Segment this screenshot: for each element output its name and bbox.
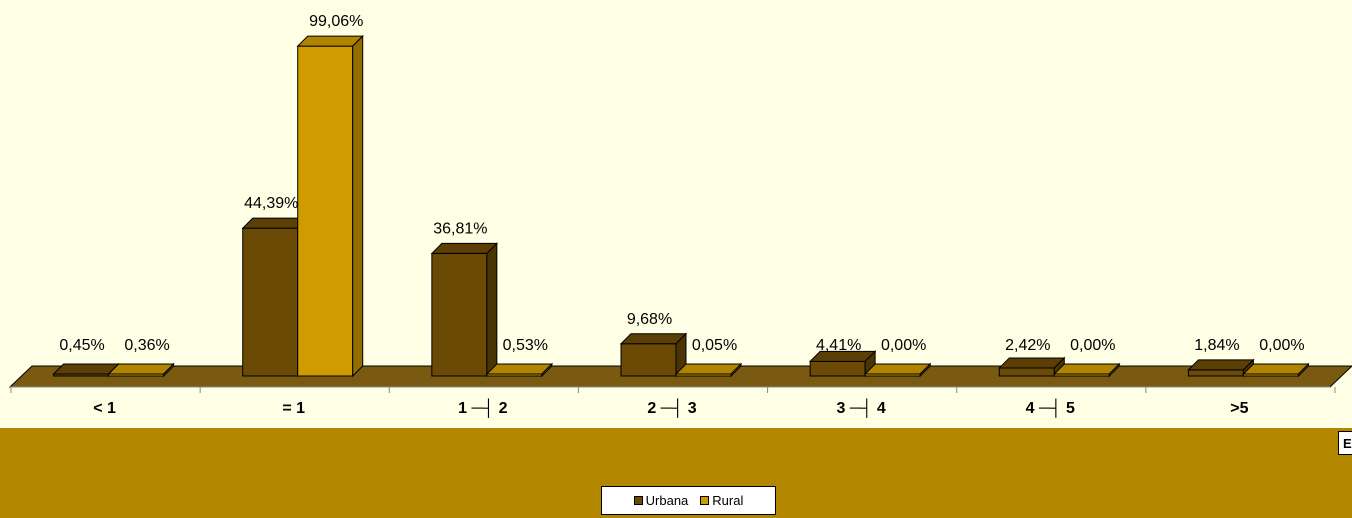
bar-rural-6 [1242,362,1310,378]
legend-item-rural: Rural [700,493,743,508]
data-label-rural-6: 0,00% [1259,337,1304,354]
data-label-rural-2: 0,53% [503,337,548,354]
legend-label-rural: Rural [712,493,744,508]
chart-area: 0,45% 0,36% 44,39% 99,06% 36,81% 0,53% 9,68% 0,… [8,13,1352,418]
legend-label-urbana: Urbana [645,493,689,508]
data-label-urbana-6: 1,84% [1194,337,1239,354]
data-labels: 0,45% 0,36% 44,39% 99,06% 36,81% 0,53% 9,68% 0,… [59,13,1304,354]
data-label-rural-0: 0,36% [124,337,169,354]
bars [52,34,1310,378]
category-label-3: 2 ─┤ 3 [647,398,696,418]
category-label-5: 4 ─┤ 5 [1026,398,1075,418]
bar-rural-5 [1053,362,1121,378]
corner-box: E [1338,431,1352,455]
bar-urbana-2 [430,242,499,378]
bar-urbana-5 [998,356,1066,378]
data-label-urbana-4: 4,41% [816,337,861,354]
category-label-1: = 1 [282,400,305,417]
data-label-urbana-3: 9,68% [627,311,672,328]
legend: Urbana Rural [601,486,776,515]
bar-rural-4 [863,362,932,378]
bar-rural-1 [296,34,364,378]
data-label-rural-1: 99,06% [309,13,363,30]
bar-urbana-3 [619,332,688,378]
data-label-urbana-1: 44,39% [244,195,298,212]
bar-urbana-6 [1187,358,1255,378]
bar-rural-3 [674,362,743,378]
data-label-urbana-2: 36,81% [433,220,487,237]
legend-item-urbana: Urbana [633,493,689,508]
data-label-urbana-5: 2,42% [1005,337,1050,354]
bar-rural-2 [485,362,554,378]
legend-swatch-rural [700,496,710,505]
category-label-6: >5 [1230,400,1248,417]
category-label-4: 3 ─┤ 4 [836,398,885,418]
data-label-rural-5: 0,00% [1070,337,1115,354]
bar-urbana-4 [808,350,877,378]
data-label-urbana-0: 0,45% [59,337,104,354]
category-labels: < 1 = 1 1 ─┤ 2 2 ─┤ 3 3 ─┤ 4 4 ─┤ 5 >5 [93,398,1248,418]
legend-swatch-urbana [633,496,643,505]
category-label-0: < 1 [93,400,116,417]
category-ticks [10,387,1336,393]
bar-rural-0 [107,362,175,378]
category-label-2: 1 ─┤ 2 [458,398,507,418]
data-label-rural-4: 0,00% [881,337,926,354]
data-label-rural-3: 0,05% [692,337,737,354]
